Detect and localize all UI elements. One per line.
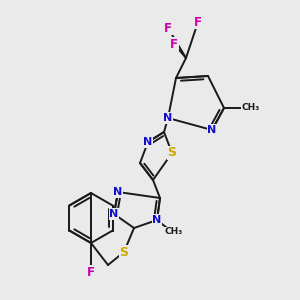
Text: F: F	[194, 16, 202, 28]
Text: F: F	[87, 266, 95, 278]
Text: F: F	[170, 38, 178, 50]
Text: S: S	[167, 146, 176, 160]
Text: N: N	[143, 137, 153, 147]
Text: N: N	[152, 215, 162, 225]
Text: CH₃: CH₃	[165, 227, 183, 236]
Text: CH₃: CH₃	[242, 103, 260, 112]
Text: N: N	[113, 187, 123, 197]
Text: N: N	[207, 125, 217, 135]
Text: N: N	[110, 209, 118, 219]
Text: S: S	[119, 245, 128, 259]
Text: F: F	[164, 22, 172, 34]
Text: N: N	[164, 113, 172, 123]
